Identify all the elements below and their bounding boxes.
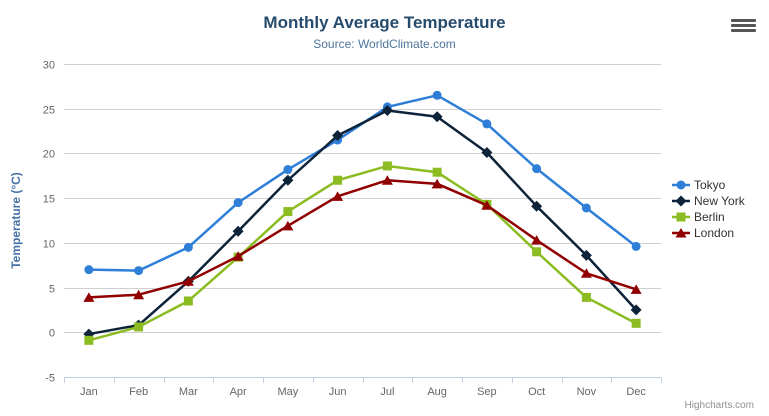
- x-tick-label: Jan: [80, 386, 98, 398]
- series-line-tokyo: [87, 94, 638, 272]
- data-point-tokyo-apr[interactable]: [233, 198, 243, 208]
- x-tick-label: Dec: [626, 386, 646, 398]
- data-point-london-dec[interactable]: [630, 284, 642, 294]
- export-menu-button[interactable]: [731, 19, 756, 32]
- legend-symbol: [672, 195, 690, 207]
- data-point-tokyo-aug[interactable]: [432, 90, 442, 100]
- data-point-london-jun[interactable]: [332, 191, 344, 201]
- data-point-london-mar[interactable]: [182, 276, 194, 286]
- legend-symbol: [672, 228, 690, 238]
- data-point-london-nov[interactable]: [580, 268, 592, 278]
- data-point-london-aug[interactable]: [431, 178, 443, 189]
- data-point-london-sep[interactable]: [481, 200, 493, 210]
- x-tick-label: Nov: [577, 386, 597, 398]
- x-tick-label: Jun: [329, 386, 347, 398]
- y-tick-label: 30: [43, 60, 55, 72]
- data-point-london-feb[interactable]: [133, 289, 145, 300]
- series-line-london: [87, 179, 638, 299]
- chart-subtitle: Source: WorldClimate.com: [313, 37, 456, 51]
- legend-marker-tokyo: [676, 180, 686, 190]
- y-tick-label: 15: [43, 194, 55, 206]
- series-line-new-york: [87, 109, 638, 336]
- legend-item-london[interactable]: London: [672, 225, 745, 241]
- data-point-new-york-may[interactable]: [282, 174, 294, 186]
- legend-item-tokyo[interactable]: Tokyo: [672, 177, 745, 193]
- data-point-berlin-jan[interactable]: [84, 335, 94, 345]
- x-tick-label: Apr: [230, 386, 247, 398]
- data-point-berlin-may[interactable]: [283, 207, 293, 217]
- legend-label: Berlin: [694, 210, 725, 224]
- data-point-berlin-nov[interactable]: [581, 292, 591, 302]
- data-point-berlin-dec[interactable]: [631, 318, 641, 328]
- data-point-berlin-feb[interactable]: [134, 322, 144, 332]
- x-tick-label: Sep: [477, 386, 497, 398]
- data-point-tokyo-nov[interactable]: [581, 203, 591, 213]
- data-point-london-apr[interactable]: [232, 251, 244, 261]
- y-tick-label: 5: [49, 284, 55, 296]
- data-point-new-york-oct[interactable]: [531, 200, 543, 212]
- y-tick-label: 25: [43, 105, 55, 117]
- data-point-london-jul[interactable]: [381, 175, 393, 185]
- hamburger-menu-icon: [731, 29, 756, 32]
- data-point-berlin-mar[interactable]: [183, 296, 193, 306]
- x-tick-label: Mar: [179, 386, 198, 398]
- hamburger-menu-icon: [731, 19, 756, 22]
- legend: Tokyo New York Berlin London: [672, 177, 745, 241]
- data-point-new-york-dec[interactable]: [630, 304, 642, 316]
- x-tick-label: May: [277, 386, 298, 398]
- legend-marker-berlin: [676, 212, 686, 222]
- y-tick-label: 0: [49, 328, 55, 340]
- data-point-new-york-jun[interactable]: [332, 130, 344, 142]
- legend-label: Tokyo: [694, 178, 726, 192]
- chart-title: Monthly Average Temperature: [263, 13, 506, 32]
- y-tick-label: 20: [43, 149, 55, 161]
- hamburger-menu-icon: [731, 24, 756, 27]
- x-tick-label: Aug: [427, 386, 447, 398]
- data-point-berlin-jul[interactable]: [382, 161, 392, 171]
- legend-label: New York: [694, 194, 745, 208]
- data-point-tokyo-sep[interactable]: [482, 119, 492, 129]
- data-point-tokyo-feb[interactable]: [134, 266, 144, 276]
- data-point-tokyo-dec[interactable]: [631, 241, 641, 251]
- data-point-berlin-jun[interactable]: [333, 175, 343, 185]
- data-point-new-york-apr[interactable]: [232, 225, 244, 237]
- data-point-tokyo-oct[interactable]: [532, 164, 542, 174]
- x-tick-label: Feb: [129, 386, 148, 398]
- x-tick-label: Oct: [528, 386, 545, 398]
- data-point-new-york-nov[interactable]: [580, 249, 592, 261]
- data-point-berlin-oct[interactable]: [532, 247, 542, 257]
- legend-label: London: [694, 226, 735, 240]
- legend-marker-new-york: [675, 195, 687, 207]
- y-axis-title: Temperature (°C): [9, 172, 23, 269]
- data-point-new-york-jul[interactable]: [381, 105, 393, 117]
- legend-marker-london: [675, 228, 687, 238]
- data-point-new-york-sep[interactable]: [481, 147, 493, 159]
- credits-link[interactable]: Highcharts.com: [684, 400, 754, 411]
- x-tick-label: Jul: [380, 386, 394, 398]
- data-point-tokyo-mar[interactable]: [183, 242, 193, 252]
- legend-item-berlin[interactable]: Berlin: [672, 209, 745, 225]
- data-point-new-york-aug[interactable]: [431, 111, 443, 123]
- data-point-tokyo-jan[interactable]: [84, 265, 94, 275]
- y-tick-label: -5: [45, 373, 55, 385]
- data-point-london-jan[interactable]: [83, 292, 95, 302]
- data-point-tokyo-may[interactable]: [283, 165, 293, 175]
- data-point-london-may[interactable]: [282, 220, 294, 231]
- legend-symbol: [672, 212, 690, 222]
- data-point-berlin-aug[interactable]: [432, 167, 442, 177]
- series-line-berlin: [87, 164, 638, 342]
- data-point-london-oct[interactable]: [531, 235, 543, 245]
- legend-item-new-york[interactable]: New York: [672, 193, 745, 209]
- y-tick-label: 10: [43, 239, 55, 251]
- legend-symbol: [672, 180, 690, 190]
